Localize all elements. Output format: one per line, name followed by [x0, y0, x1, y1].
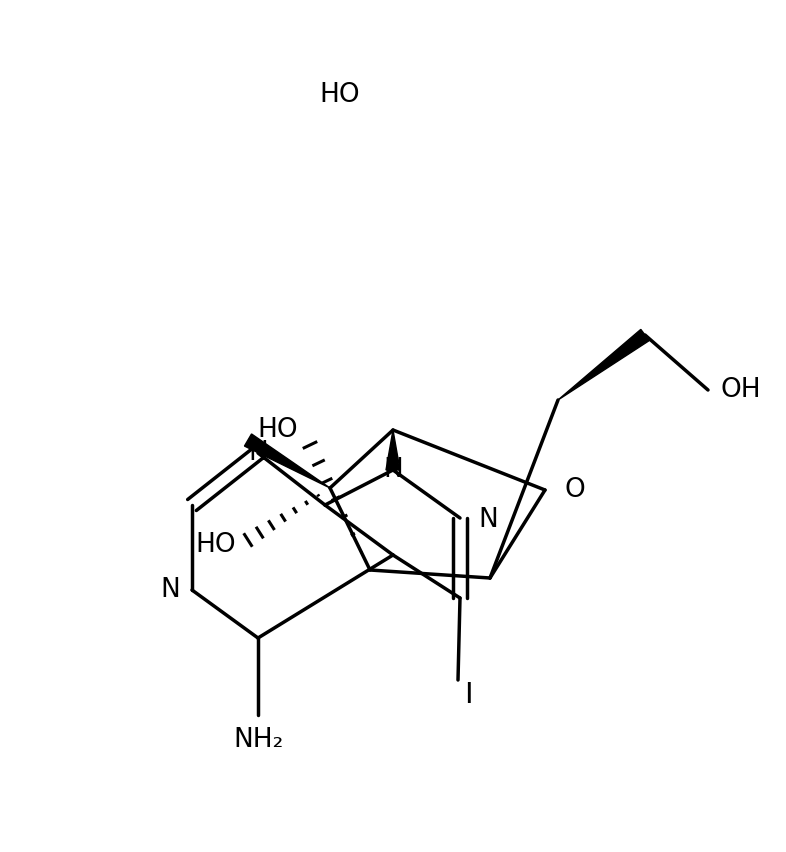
Text: N: N — [478, 507, 498, 533]
Text: N: N — [383, 457, 403, 483]
Text: N: N — [248, 440, 268, 466]
Text: HO: HO — [319, 82, 360, 108]
Text: NH₂: NH₂ — [233, 727, 283, 753]
Text: HO: HO — [257, 417, 298, 443]
Polygon shape — [386, 430, 400, 470]
Text: HO: HO — [196, 532, 236, 558]
Polygon shape — [244, 434, 330, 488]
Text: OH: OH — [720, 377, 761, 403]
Polygon shape — [558, 330, 649, 400]
Text: N: N — [160, 577, 180, 603]
Text: O: O — [565, 477, 586, 503]
Text: I: I — [464, 681, 472, 709]
